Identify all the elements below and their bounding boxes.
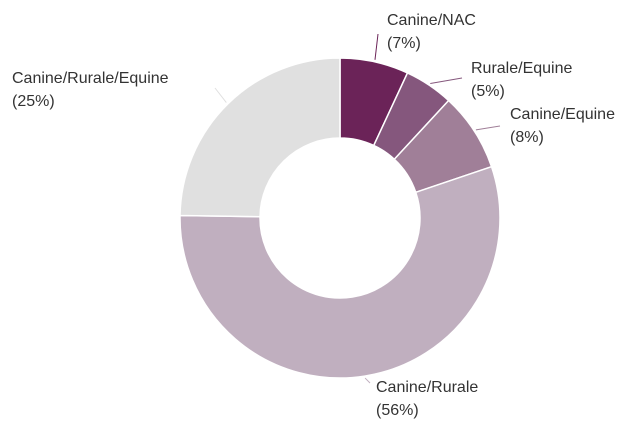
leader-line <box>214 87 227 103</box>
slice-value-label: (56%) <box>376 402 419 419</box>
leader-line <box>364 377 371 384</box>
donut-slice <box>179 57 341 218</box>
leader-line <box>374 33 379 60</box>
slice-label: Canine/Rurale <box>376 379 478 396</box>
leader-line <box>475 125 501 131</box>
slice-label: Canine/Equine <box>510 106 615 123</box>
slice-label: Canine/Rurale/Equine <box>12 70 169 87</box>
leader-line <box>430 77 463 84</box>
slice-value-label: (7%) <box>387 35 421 52</box>
slice-value-label: (8%) <box>510 129 544 146</box>
slice-label: Canine/NAC <box>387 12 476 29</box>
slice-label: Rurale/Equine <box>471 60 573 77</box>
slice-value-label: (25%) <box>12 93 55 110</box>
donut-slice <box>179 165 501 379</box>
slice-value-label: (5%) <box>471 83 505 100</box>
